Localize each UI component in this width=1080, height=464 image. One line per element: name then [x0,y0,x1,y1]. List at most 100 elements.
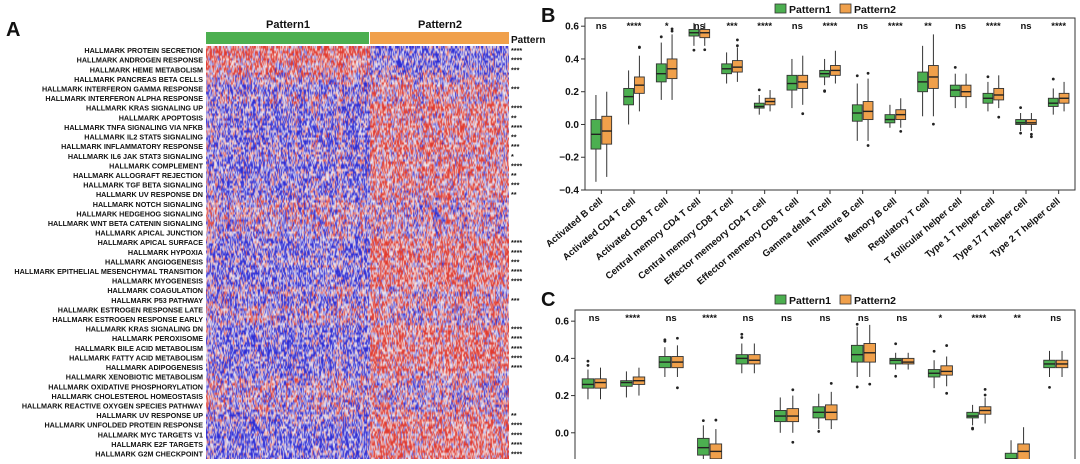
panel-label-a: A [6,19,20,41]
box-outlier [670,29,674,33]
heatmap-row-label: HALLMARK INTERFERON ALPHA RESPONSE [45,94,203,103]
heatmap-row-label: HALLMARK G2M CHECKPOINT [95,449,203,458]
box-outlier [791,440,795,444]
significance-label: ns [858,313,869,324]
heatmap-row-sig: **** [511,248,522,257]
box-pattern2 [993,87,1005,101]
heatmap-row-sig: **** [511,344,522,353]
significance-label: ns [781,313,792,324]
box-outlier [899,129,903,133]
box-pattern2 [862,101,874,121]
heatmap-row-sig: **** [511,104,522,113]
heatmap-row-label: HALLMARK BILE ACID METABOLISM [75,344,203,353]
box-outlier [659,35,663,39]
significance-label: **** [888,21,903,32]
heatmap-row-sig: **** [511,334,522,343]
y-tick-label: 0.6 [565,22,579,33]
group-bar-pattern2 [370,32,509,44]
y-tick-label: −0.4 [559,186,579,197]
box-pattern2 [601,115,613,145]
heatmap-row-sig: ** [511,190,517,199]
heatmap-row-label: HALLMARK IL2 STAT5 SIGNALING [84,133,203,142]
heatmap-row-label: HALLMARK PANCREAS BETA CELLS [74,75,203,84]
y-tick-label: 0.6 [555,317,569,328]
heatmap-row-sig: **** [511,277,522,286]
group-label-pattern2: Pattern2 [418,19,462,31]
heatmap-row-sig: ** [511,113,517,122]
y-tick-label: 0.0 [555,428,569,439]
significance-label: ns [857,21,868,32]
heatmap-row-sig: **** [511,46,522,55]
heatmap-row-label: HALLMARK REACTIVE OXYGEN SPECIES PATHWAY [22,401,203,410]
heatmap: Pattern1 Pattern2 Pattern HALLMARK PROTE… [14,19,545,460]
box-outlier [866,71,870,75]
plot-frame [584,17,1076,191]
heatmap-row-sig: * [511,152,514,161]
box-outlier [676,386,679,390]
significance-label: ns [819,313,830,324]
significance-label: ns [666,313,677,324]
box-pattern1 [581,378,595,389]
box-outlier [740,332,744,336]
heatmap-row-label: HALLMARK ESTROGEN RESPONSE LATE [58,305,203,314]
box-pattern1 [1015,119,1026,125]
group-label-pattern1: Pattern1 [266,19,310,31]
heatmap-row-sig: **** [511,440,522,449]
box-pattern1 [735,354,749,365]
significance-label: * [665,21,669,32]
box-outlier [945,391,949,395]
box-outlier [866,144,870,147]
box-outlier [1019,106,1022,110]
heatmap-row-sig: **** [511,267,522,276]
legend-c-label-pattern2: Pattern2 [854,295,896,307]
significance-label: ns [589,313,600,324]
box-outlier [997,115,1001,119]
legend-b-label-pattern2: Pattern2 [854,4,896,16]
significance-label: **** [702,313,717,324]
box-pattern2 [699,29,711,39]
legend-b: Pattern1 Pattern2 [774,3,896,16]
heatmap-row-label: HALLMARK IL6 JAK STAT3 SIGNALING [68,152,204,161]
heatmap-row-label: HALLMARK MYC TARGETS V1 [98,430,203,439]
significance-label: ns [743,313,754,324]
heatmap-row-label: HALLMARK E2F TARGETS [111,440,203,449]
heatmap-row-label: HALLMARK COAGULATION [107,286,203,295]
heatmap-row-sig: *** [511,257,520,266]
box-outlier [894,342,898,346]
significance-label: **** [1051,21,1066,32]
box-outlier [670,27,674,31]
significance-label: ns [694,21,705,32]
heatmap-row-label: HALLMARK APICAL JUNCTION [95,229,203,238]
box-outlier [823,89,826,93]
significance-label: ns [792,21,803,32]
y-tick-label: −0.2 [559,153,579,164]
box-outlier [983,388,987,391]
heatmap-row-label: HALLMARK FATTY ACID METABOLISM [69,353,203,362]
heatmap-row-sig: **** [511,238,522,247]
y-tick-label: 0.0 [565,120,579,131]
box-pattern2 [732,60,743,73]
box-outlier [663,339,667,343]
box-pattern2 [1026,119,1037,125]
boxplot-c: Pattern1 Pattern2 0.00.20.40.6 ns **** ns **… [555,294,1076,464]
box-pattern1 [966,411,979,419]
significance-label: **** [971,313,986,324]
box-pattern1 [1047,97,1059,107]
heatmap-row-label: HALLMARK KRAS SIGNALING UP [86,104,203,113]
box-outlier [801,112,805,116]
y-tick-label: 0.2 [555,391,569,402]
y-tick-label: 0.4 [565,54,579,65]
box-outlier [791,388,795,392]
heatmap-row-sig: *** [511,142,520,151]
heatmap-row-sig: *** [511,65,520,74]
significance-label: ** [924,21,932,32]
heatmap-row-label: HALLMARK COMPLEMENT [109,161,203,170]
box-outlier [1030,135,1033,139]
heatmap-row-label: HALLMARK UV RESPONSE DN [96,190,203,199]
box-outlier [701,419,705,423]
heatmap-row-label: HALLMARK INTERFERON GAMMA RESPONSE [42,85,203,94]
significance-label: ns [596,21,607,32]
legend-c-swatch-pattern2 [839,294,852,305]
box-outlier [868,382,872,386]
